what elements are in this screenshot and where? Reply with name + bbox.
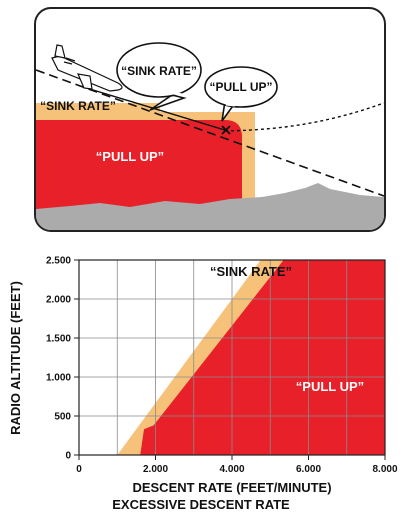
terrain	[36, 183, 384, 230]
flight-scene: “SINK RATE” “PULL UP” “SINK RATE” “PULL …	[34, 7, 386, 232]
y-tick-label: 1.000	[46, 373, 71, 384]
x-tick-label: 6.000	[296, 464, 321, 475]
impact-marker-icon	[221, 125, 231, 135]
sink-rate-bubble	[116, 42, 202, 111]
x-tick-label: 4.000	[219, 464, 244, 475]
y-axis-label: RADIO ALTITUDE (FEET)	[8, 281, 23, 435]
x-tick-label: 8.000	[372, 464, 397, 475]
x-tick-label: 2.000	[143, 464, 168, 475]
pull-up-zone	[36, 120, 242, 210]
y-tick-label: 0	[65, 451, 71, 462]
zone-pull-up-label: “PULL UP”	[96, 149, 164, 164]
x-axis-label: DESCENT RATE (FEET/MINUTE)	[132, 480, 331, 495]
pull-up-bubble	[204, 66, 278, 122]
y-ticks: 0 500 1.000 1.500 2.000 2.500	[46, 256, 79, 462]
zone-sink-rate-label: “SINK RATE”	[40, 99, 116, 113]
x-ticks: 0 2.000 4.000 6.000 8.000	[76, 455, 398, 475]
region-sink-rate-label: “SINK RATE”	[210, 264, 292, 279]
bubble-pull-up-text: “PULL UP”	[209, 80, 272, 94]
envelope-chart: 0 2.000 4.000 6.000 8.000 0 500 1.000 1.500 2.00…	[8, 256, 398, 496]
recovery-path	[224, 102, 384, 132]
region-pull-up-label: “PULL UP”	[296, 379, 364, 394]
x-tick-label: 0	[76, 464, 82, 475]
y-tick-label: 500	[54, 412, 71, 423]
chart-grid	[79, 260, 385, 455]
y-tick-label: 2.000	[46, 295, 71, 306]
airplane-icon	[51, 44, 123, 92]
y-tick-label: 1.500	[46, 334, 71, 345]
bubble-sink-rate-text: “SINK RATE”	[121, 64, 197, 78]
flight-path	[36, 69, 384, 197]
chart-regions	[117, 260, 386, 455]
y-tick-label: 2.500	[46, 256, 71, 267]
figure-caption: EXCESSIVE DESCENT RATE	[112, 497, 290, 512]
pull-up-region	[140, 260, 385, 455]
